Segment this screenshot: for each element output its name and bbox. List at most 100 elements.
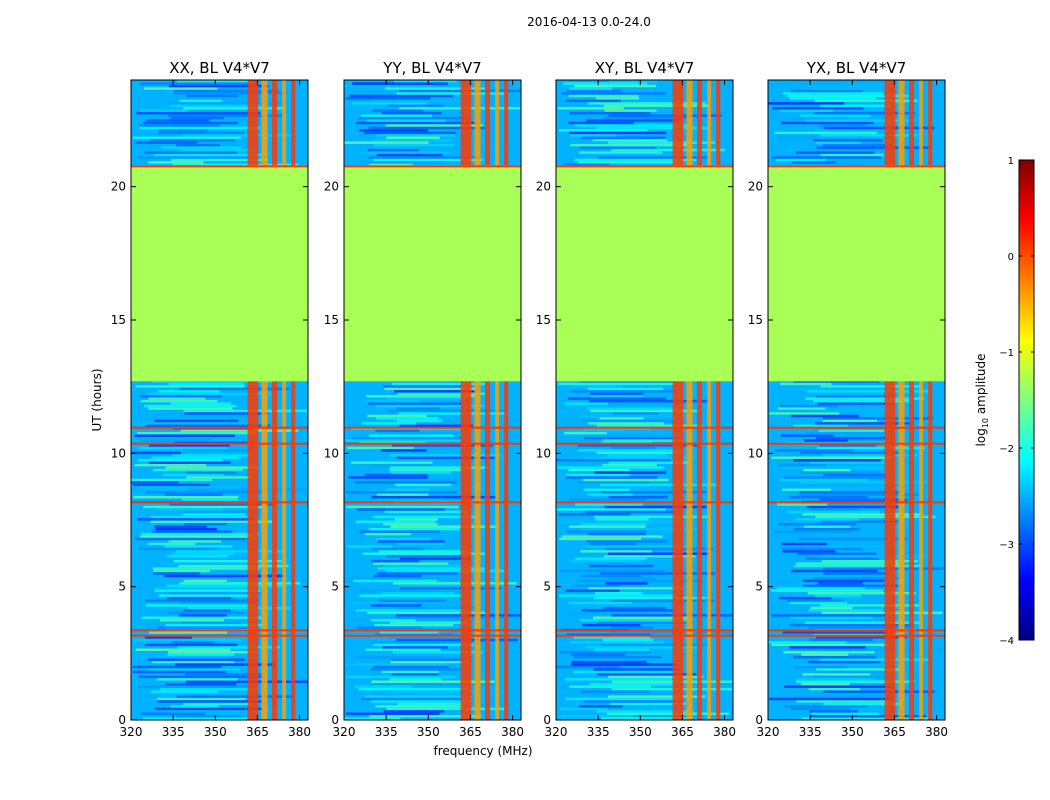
bright-row: [131, 426, 308, 429]
noise-streak: [598, 156, 709, 159]
noise-streak: [816, 146, 932, 149]
noise-streak: [822, 417, 934, 420]
bright-row: [344, 426, 521, 429]
noise-streak: [601, 491, 707, 494]
noise-streak: [186, 476, 254, 479]
x-tick-label: 380: [288, 725, 311, 739]
x-tick-label: 320: [333, 725, 356, 739]
bright-row: [556, 442, 733, 445]
bright-row: [344, 501, 521, 504]
noise-streak: [352, 436, 463, 440]
noise-streak: [793, 380, 880, 383]
noise-streak: [811, 712, 879, 715]
noise-streak: [574, 557, 647, 560]
noise-streak: [346, 505, 459, 509]
noise-streak: [373, 665, 450, 669]
bright-row: [556, 629, 733, 632]
flagged-block: [556, 165, 733, 382]
noise-streak: [134, 434, 235, 437]
noise-streak: [787, 94, 909, 98]
noise-streak: [170, 116, 224, 120]
noise-streak: [167, 596, 231, 600]
noise-streak: [573, 670, 680, 674]
noise-streak: [561, 715, 634, 718]
noise-streak: [809, 87, 880, 90]
noise-streak: [820, 604, 920, 607]
noise-streak: [789, 646, 866, 649]
noise-streak: [574, 84, 656, 88]
flagged-block: [131, 165, 308, 382]
noise-streak: [565, 697, 678, 701]
y-tick-label: 5: [118, 580, 126, 594]
noise-streak: [146, 119, 210, 122]
noise-streak: [770, 80, 888, 83]
noise-streak: [347, 601, 418, 605]
noise-streak: [346, 712, 440, 715]
rfi-column: [672, 80, 684, 720]
noise-streak: [602, 463, 657, 467]
rfi-column: [909, 80, 915, 720]
noise-streak: [594, 515, 708, 519]
noise-streak: [175, 550, 284, 553]
noise-streak: [793, 655, 877, 659]
noise-streak: [571, 663, 677, 666]
noise-streak: [132, 638, 241, 642]
noise-streak: [366, 119, 446, 122]
noise-streak: [802, 584, 902, 587]
colorbar-tick-label: 1: [1008, 156, 1014, 167]
noise-streak: [399, 107, 521, 110]
noise-streak: [600, 572, 716, 575]
noise-streak: [351, 535, 458, 538]
noise-streak: [569, 131, 667, 135]
noise-streak: [360, 114, 432, 117]
noise-streak: [353, 579, 438, 583]
noise-streak: [805, 397, 925, 400]
noise-streak: [783, 392, 885, 395]
noise-streak: [789, 601, 848, 605]
noise-streak: [605, 547, 714, 551]
noise-streak: [364, 131, 456, 135]
noise-streak: [808, 626, 912, 629]
rfi-column: [898, 80, 905, 720]
noise-streak: [589, 399, 709, 403]
noise-streak: [154, 589, 261, 592]
rfi-column: [247, 80, 259, 720]
y-tick-label: 0: [543, 713, 551, 727]
noise-streak: [574, 124, 689, 127]
noise-streak: [138, 446, 228, 450]
noise-streak: [362, 151, 450, 154]
noise-streak: [566, 611, 645, 615]
noise-streak: [802, 673, 871, 676]
noise-streak: [823, 572, 888, 575]
noise-streak: [149, 444, 230, 447]
noise-streak: [398, 412, 507, 415]
noise-streak: [368, 126, 486, 130]
noise-streak: [372, 109, 424, 112]
noise-streak: [385, 488, 430, 491]
noise-streak: [397, 542, 444, 546]
panel-xy: XY, BL V4*V7 320 335 350 365 380 0 5 10 15 20: [536, 59, 736, 739]
noise-streak: [815, 636, 907, 639]
noise-streak: [390, 454, 501, 457]
noise-streak: [179, 387, 290, 391]
noise-streak: [768, 641, 847, 644]
noise-streak: [396, 456, 495, 459]
noise-streak: [135, 537, 248, 541]
noise-streak: [182, 510, 262, 514]
noise-streak: [559, 129, 648, 132]
noise-streak: [602, 486, 653, 489]
noise-streak: [805, 119, 915, 122]
dynamic-spectrum: [131, 80, 308, 720]
noise-streak: [152, 567, 260, 570]
noise-streak: [150, 139, 235, 142]
noise-streak: [351, 461, 433, 464]
noise-streak: [807, 505, 899, 509]
colorbar-label: log10 amplitude: [974, 354, 990, 447]
noise-streaks: [344, 80, 521, 720]
noise-streak: [152, 660, 235, 664]
noise-streak: [367, 414, 427, 418]
noise-streak: [820, 385, 922, 388]
noise-streak: [348, 476, 428, 479]
noise-streak: [815, 436, 889, 440]
noise-streak: [796, 680, 915, 683]
